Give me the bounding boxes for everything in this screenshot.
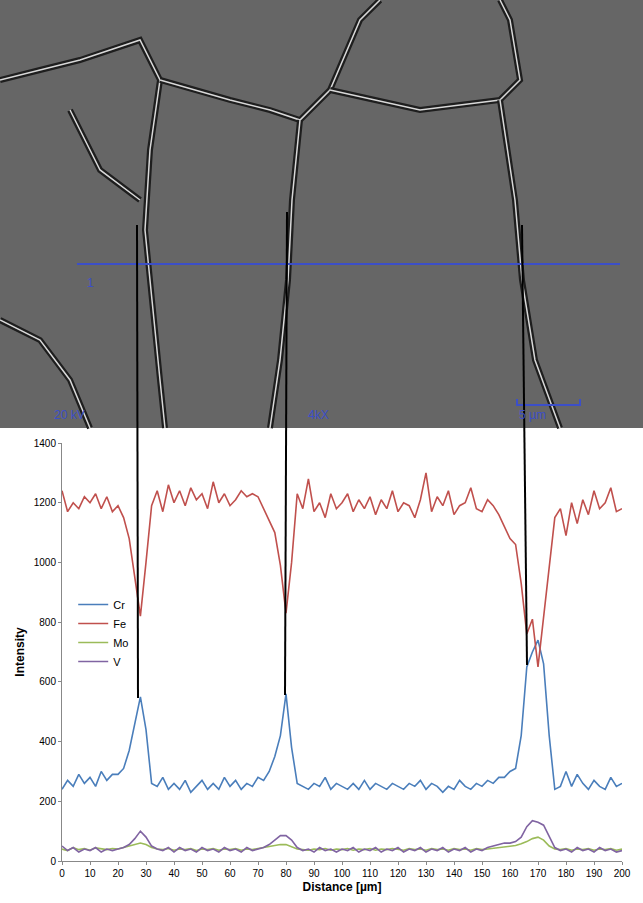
svg-text:4kX: 4kX <box>308 408 329 422</box>
svg-text:90: 90 <box>308 868 320 879</box>
svg-text:1200: 1200 <box>34 497 57 508</box>
svg-text:200: 200 <box>39 796 56 807</box>
svg-text:30: 30 <box>140 868 152 879</box>
svg-text:Intensity: Intensity <box>13 627 27 677</box>
svg-text:5 µm: 5 µm <box>519 408 546 422</box>
svg-text:Mo: Mo <box>113 637 128 649</box>
svg-text:160: 160 <box>502 868 519 879</box>
svg-text:Cr: Cr <box>113 599 125 611</box>
svg-text:40: 40 <box>168 868 180 879</box>
svg-text:200: 200 <box>614 868 631 879</box>
svg-text:170: 170 <box>530 868 547 879</box>
svg-text:600: 600 <box>39 676 56 687</box>
svg-text:1000: 1000 <box>34 557 57 568</box>
svg-text:50: 50 <box>196 868 208 879</box>
svg-text:180: 180 <box>558 868 575 879</box>
svg-text:800: 800 <box>39 617 56 628</box>
svg-text:0: 0 <box>50 856 56 867</box>
svg-text:120: 120 <box>390 868 407 879</box>
svg-text:Fe: Fe <box>113 618 126 630</box>
svg-text:60: 60 <box>224 868 236 879</box>
svg-text:400: 400 <box>39 736 56 747</box>
svg-text:140: 140 <box>446 868 463 879</box>
svg-text:130: 130 <box>418 868 435 879</box>
svg-text:20 kV: 20 kV <box>54 408 85 422</box>
svg-text:1: 1 <box>87 276 94 290</box>
svg-text:150: 150 <box>474 868 491 879</box>
svg-text:190: 190 <box>586 868 603 879</box>
svg-text:110: 110 <box>362 868 378 879</box>
svg-text:100: 100 <box>334 868 351 879</box>
svg-text:70: 70 <box>252 868 264 879</box>
svg-text:0: 0 <box>59 868 65 879</box>
svg-text:Distance [µm]: Distance [µm] <box>303 880 382 894</box>
svg-text:V: V <box>113 656 121 668</box>
svg-text:10: 10 <box>84 868 96 879</box>
svg-text:1400: 1400 <box>34 438 57 449</box>
svg-text:20: 20 <box>112 868 124 879</box>
svg-text:80: 80 <box>280 868 292 879</box>
